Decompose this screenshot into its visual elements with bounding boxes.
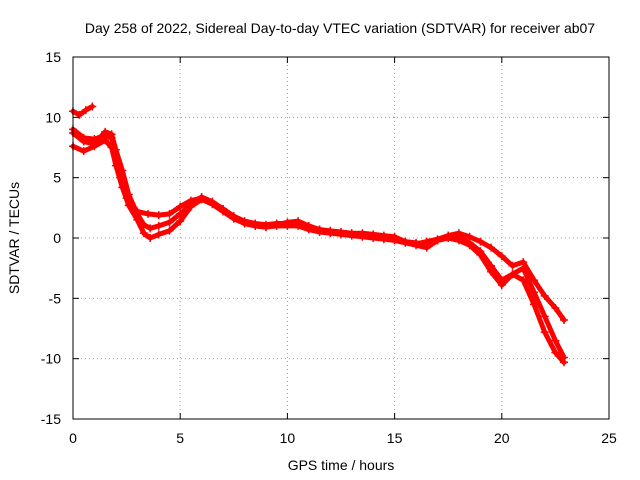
data-point <box>347 230 356 239</box>
data-point <box>540 328 549 337</box>
data-point <box>294 217 303 226</box>
data-point <box>326 227 335 236</box>
data-point <box>79 137 88 146</box>
data-point <box>197 192 206 201</box>
y-tick-label: -5 <box>49 290 62 306</box>
data-point <box>559 353 568 362</box>
data-point <box>101 136 110 145</box>
data-point <box>390 235 399 244</box>
data-point <box>476 250 485 259</box>
data-point <box>88 102 97 111</box>
x-tick-label: 15 <box>387 430 403 446</box>
x-axis-ticks: 0 5 10 15 20 25 <box>69 57 617 446</box>
x-tick-label: 20 <box>494 430 510 446</box>
data-point <box>111 145 120 154</box>
y-tick-label: -10 <box>41 351 61 367</box>
series-line <box>70 104 95 118</box>
data-point <box>358 231 367 240</box>
data-point <box>133 209 142 218</box>
data-point <box>186 200 195 209</box>
data-point <box>508 270 517 279</box>
y-tick-label: 5 <box>53 170 61 186</box>
data-point <box>176 202 185 211</box>
data-point <box>165 226 174 235</box>
data-point <box>240 218 249 227</box>
x-tick-label: 25 <box>601 430 617 446</box>
data-point <box>465 241 474 250</box>
data-point <box>144 209 153 218</box>
data-point <box>454 236 463 245</box>
data-point <box>146 234 155 242</box>
data-point <box>412 238 421 247</box>
data-point <box>487 267 496 276</box>
data-point <box>559 316 568 325</box>
data-point <box>81 106 90 115</box>
data-point <box>101 127 110 136</box>
data-point <box>476 237 485 246</box>
data-point <box>519 264 528 273</box>
data-point <box>272 220 281 229</box>
data-point <box>90 139 99 148</box>
data-point <box>251 221 260 230</box>
data-point <box>75 110 84 119</box>
series-line <box>70 129 567 360</box>
data-point <box>79 147 88 156</box>
data-point <box>487 243 496 252</box>
series-line <box>70 137 567 365</box>
data-point <box>540 312 549 321</box>
data-point <box>118 166 127 175</box>
chart-title: Day 258 of 2022, Sidereal Day-to-day VTE… <box>85 20 595 36</box>
data-point <box>208 197 217 206</box>
data-point <box>146 224 155 233</box>
x-axis-label: GPS time / hours <box>288 457 395 473</box>
data-point <box>261 223 270 232</box>
series-trace-a <box>69 102 97 119</box>
data-point <box>315 225 324 234</box>
data-point <box>165 218 174 227</box>
data-point <box>444 234 453 242</box>
data-point <box>433 236 442 245</box>
data-point <box>551 303 560 312</box>
data-point <box>379 234 388 242</box>
data-point <box>219 205 228 214</box>
data-point <box>139 220 148 229</box>
data-point <box>107 130 116 139</box>
data-point <box>154 230 163 239</box>
data-point <box>337 229 345 238</box>
y-axis-ticks: -15 -10 -5 0 5 10 15 <box>41 49 609 427</box>
data-point <box>401 237 410 246</box>
data-point <box>551 336 560 345</box>
data-point <box>139 229 148 238</box>
data-point <box>154 221 163 230</box>
x-tick-label: 10 <box>280 430 296 446</box>
data-point <box>497 281 506 290</box>
x-tick-label: 5 <box>176 430 184 446</box>
y-tick-label: -15 <box>41 411 61 427</box>
data-point <box>540 291 549 300</box>
data-point <box>176 217 185 226</box>
y-axis-label: SDTVAR / TECUs <box>6 182 22 294</box>
data-point <box>508 261 517 270</box>
data-point <box>551 348 560 357</box>
data-point <box>497 252 506 261</box>
data-point <box>165 209 174 218</box>
y-tick-label: 0 <box>53 230 61 246</box>
data-point <box>176 209 185 218</box>
data-point <box>154 211 163 220</box>
data-point <box>229 212 238 221</box>
data-point <box>422 240 431 249</box>
x-tick-label: 0 <box>69 430 77 446</box>
data-point <box>304 221 313 230</box>
series-trace-d <box>69 127 568 362</box>
data-point <box>529 288 538 297</box>
data-layer <box>69 102 568 367</box>
y-tick-label: 10 <box>45 109 61 125</box>
y-tick-label: 15 <box>45 49 61 65</box>
data-point <box>124 190 133 199</box>
data-point <box>369 231 378 240</box>
data-point <box>283 218 292 227</box>
